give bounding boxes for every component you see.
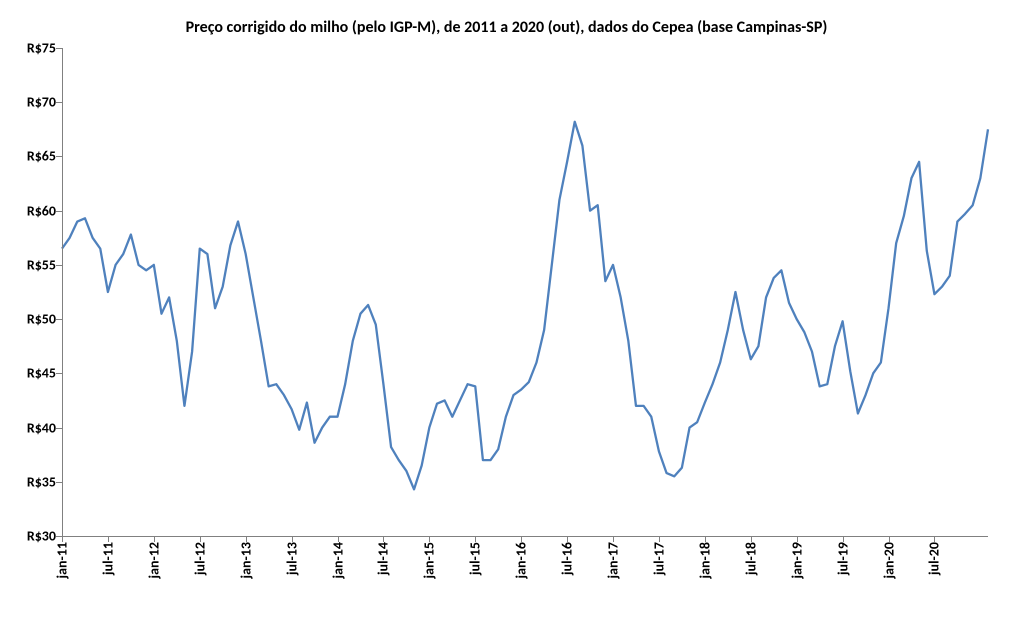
y-axis-line [62, 48, 63, 536]
x-tick-label: jul-11 [99, 542, 116, 575]
x-axis-line [62, 536, 988, 537]
x-tick-label: jan-19 [788, 542, 805, 578]
x-tick-label: jan-11 [54, 542, 71, 578]
x-tick-label: jan-12 [145, 542, 162, 578]
y-tick [56, 482, 62, 483]
x-tick-label: jan-14 [329, 542, 346, 578]
y-tick-label: R$75 [27, 40, 56, 57]
x-tick-label: jan-17 [605, 542, 622, 578]
x-tick-label: jul-15 [467, 542, 484, 575]
y-tick-label: R$30 [27, 528, 56, 545]
x-tick-label: jan-20 [880, 542, 897, 578]
y-tick-label: R$40 [27, 419, 56, 436]
y-tick [56, 319, 62, 320]
x-tick-label: jan-16 [513, 542, 530, 578]
x-tick-label: jul-18 [742, 542, 759, 575]
y-tick [56, 428, 62, 429]
y-tick [56, 48, 62, 49]
y-tick-label: R$55 [27, 256, 56, 273]
x-tick-label: jan-15 [421, 542, 438, 578]
chart-title: Preço corrigido do milho (pelo IGP-M), d… [0, 18, 1013, 37]
y-tick-label: R$50 [27, 311, 56, 328]
y-tick-label: R$65 [27, 148, 56, 165]
y-tick-label: R$45 [27, 365, 56, 382]
y-tick [56, 211, 62, 212]
x-tick-label: jul-17 [650, 542, 667, 575]
y-tick-label: R$35 [27, 473, 56, 490]
x-tick-label: jan-18 [696, 542, 713, 578]
plot-area: R$30R$35R$40R$45R$50R$55R$60R$65R$70R$75… [62, 48, 988, 536]
y-tick-label: R$60 [27, 202, 56, 219]
y-tick [56, 265, 62, 266]
x-tick-label: jul-19 [834, 542, 851, 575]
y-tick-label: R$70 [27, 94, 56, 111]
x-tick-label: jul-14 [375, 542, 392, 575]
y-tick [56, 373, 62, 374]
x-tick-label: jul-13 [283, 542, 300, 575]
x-tick-label: jul-16 [559, 542, 576, 575]
y-tick [56, 102, 62, 103]
x-tick-label: jul-20 [926, 542, 943, 575]
x-tick-label: jul-12 [191, 542, 208, 575]
y-tick [56, 156, 62, 157]
x-tick-label: jan-13 [237, 542, 254, 578]
chart-container: Preço corrigido do milho (pelo IGP-M), d… [0, 0, 1013, 632]
line-series [62, 48, 988, 536]
